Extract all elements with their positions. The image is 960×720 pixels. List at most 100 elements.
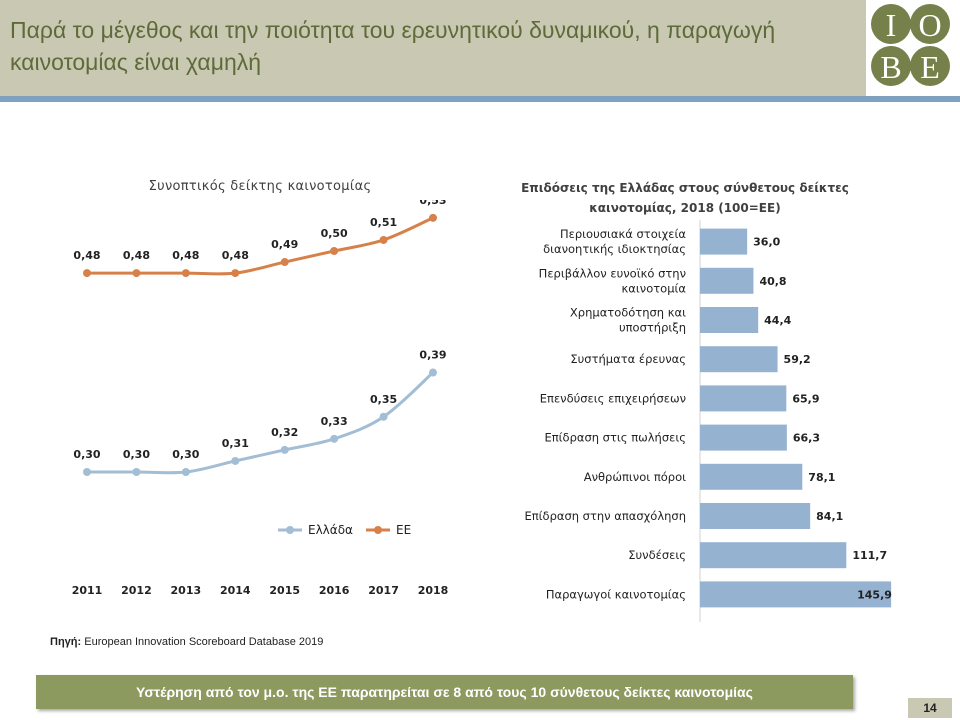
data-point [330, 434, 339, 443]
bar [700, 463, 803, 490]
bar-value-label: 78,1 [808, 471, 835, 484]
data-label: 0,32 [271, 426, 298, 439]
data-label: 0,30 [172, 448, 199, 461]
category-label: Περιουσιακά στοιχεία [560, 227, 686, 241]
bar [700, 228, 748, 255]
data-label: 0,31 [222, 437, 249, 450]
bar-value-label: 84,1 [816, 510, 843, 523]
category-label: καινοτομία [622, 281, 687, 295]
category-label: Ανθρώπινοι πόροι [584, 470, 686, 484]
bar-value-label: 44,4 [764, 314, 791, 327]
data-point [429, 213, 437, 222]
logo-circle-o [910, 4, 950, 44]
series-line-eu [87, 216, 434, 276]
category-label: Παραγωγοί καινοτομίας [546, 587, 686, 601]
category-label: Επίδραση στις πωλήσεις [544, 431, 686, 445]
data-label: 0,48 [73, 249, 100, 262]
logo-circle-i [871, 4, 911, 44]
source-label: Πηγή: [50, 636, 82, 648]
data-label: 0,50 [321, 227, 348, 240]
data-point [280, 258, 289, 267]
x-tick-label: 2018 [418, 584, 449, 597]
bar-value-label: 66,3 [793, 432, 820, 445]
bar [700, 346, 778, 373]
bar [700, 542, 847, 569]
data-point [379, 235, 388, 244]
data-point [181, 468, 190, 476]
data-label: 0,30 [73, 448, 100, 461]
data-label: 0,53 [419, 200, 446, 207]
source-text: European Innovation Scoreboard Database … [84, 636, 324, 648]
category-label: Επίδραση στην απασχόληση [524, 509, 686, 523]
category-label: διανοητικής ιδιοκτησίας [543, 242, 686, 256]
data-label: 0,35 [370, 393, 397, 406]
category-label: Περιβάλλον ευνοϊκό στην [539, 266, 686, 280]
data-label: 0,39 [419, 349, 446, 362]
x-tick-label: 2013 [171, 584, 202, 597]
line-chart-title: Συνοπτικός δείκτης καινοτομίας [148, 179, 372, 194]
data-point [132, 269, 141, 278]
legend-swatch-marker [286, 526, 294, 534]
data-point [280, 445, 289, 454]
category-label: Συστήματα έρευνας [570, 352, 686, 366]
category-label: Επενδύσεις επιχειρήσεων [540, 391, 686, 405]
data-label: 0,49 [271, 238, 298, 251]
bar-value-label: 40,8 [759, 275, 786, 288]
page-number: 14 [908, 698, 952, 718]
x-tick-label: 2016 [319, 584, 350, 597]
header: Παρά το μέγεθος και την ποιότητα του ερε… [0, 0, 866, 96]
bar-value-label: 111,7 [852, 549, 887, 562]
logo-letter-i: I [886, 7, 897, 43]
logo-letter-o: O [918, 7, 941, 43]
bar [700, 307, 759, 333]
legend-label: Ελλάδα [308, 523, 353, 537]
bar-chart-title: Επιδόσεις της Ελλάδας στους σύνθετους δε… [521, 181, 849, 215]
data-point [83, 468, 91, 476]
x-tick-label: 2015 [269, 584, 300, 597]
iobe-logo: I O B E [866, 0, 960, 96]
x-tick-label: 2017 [368, 584, 399, 597]
data-label: 0,51 [370, 216, 397, 229]
bar [700, 581, 892, 608]
data-point [231, 456, 240, 465]
data-point [181, 269, 190, 278]
data-label: 0,30 [123, 448, 150, 461]
category-label: υποστήριξη [619, 321, 686, 335]
header-divider [0, 96, 960, 102]
data-point [231, 269, 240, 278]
logo-circle-e [910, 46, 950, 86]
bar-value-label: 36,0 [753, 236, 780, 249]
iobe-logo-graphic: I O B E [871, 4, 950, 86]
legend-label: ΕΕ [396, 523, 411, 537]
logo-circle-b [871, 46, 911, 86]
x-tick-label: 2014 [220, 584, 251, 597]
data-point [429, 368, 437, 377]
data-point [83, 269, 91, 278]
category-label: Συνδέσεις [628, 548, 686, 562]
x-tick-label: 2011 [72, 584, 103, 597]
logo-letter-b: B [880, 49, 901, 85]
data-label: 0,48 [172, 249, 199, 262]
page-title: Παρά το μέγεθος και την ποιότητα του ερε… [10, 17, 776, 75]
data-label: 0,48 [123, 249, 150, 262]
line-chart: 0,30 0,30 0,30 0,31 0,32 0,33 0,35 0,39 0,48 0,48… [72, 200, 449, 597]
data-point [330, 247, 339, 255]
category-label: Χρηματοδότηση και [570, 306, 686, 320]
bar [700, 424, 787, 451]
legend-swatch-marker [374, 526, 382, 534]
bar-value-label: 145,9 [857, 588, 892, 601]
bar [700, 267, 754, 294]
data-label: 0,48 [222, 249, 249, 262]
bar [700, 385, 787, 412]
x-tick-label: 2012 [121, 584, 152, 597]
bar [700, 503, 811, 529]
data-label: 0,33 [321, 415, 348, 428]
footer-banner: Υστέρηση από τον μ.ο. της ΕΕ παρατηρείτα… [36, 675, 853, 709]
data-point [132, 468, 141, 476]
bar-value-label: 65,9 [792, 392, 819, 405]
data-point [379, 412, 388, 421]
logo-letter-e: E [920, 49, 940, 85]
source-note: Πηγή: European Innovation Scoreboard Dat… [50, 636, 323, 648]
bar-value-label: 59,2 [784, 353, 811, 366]
